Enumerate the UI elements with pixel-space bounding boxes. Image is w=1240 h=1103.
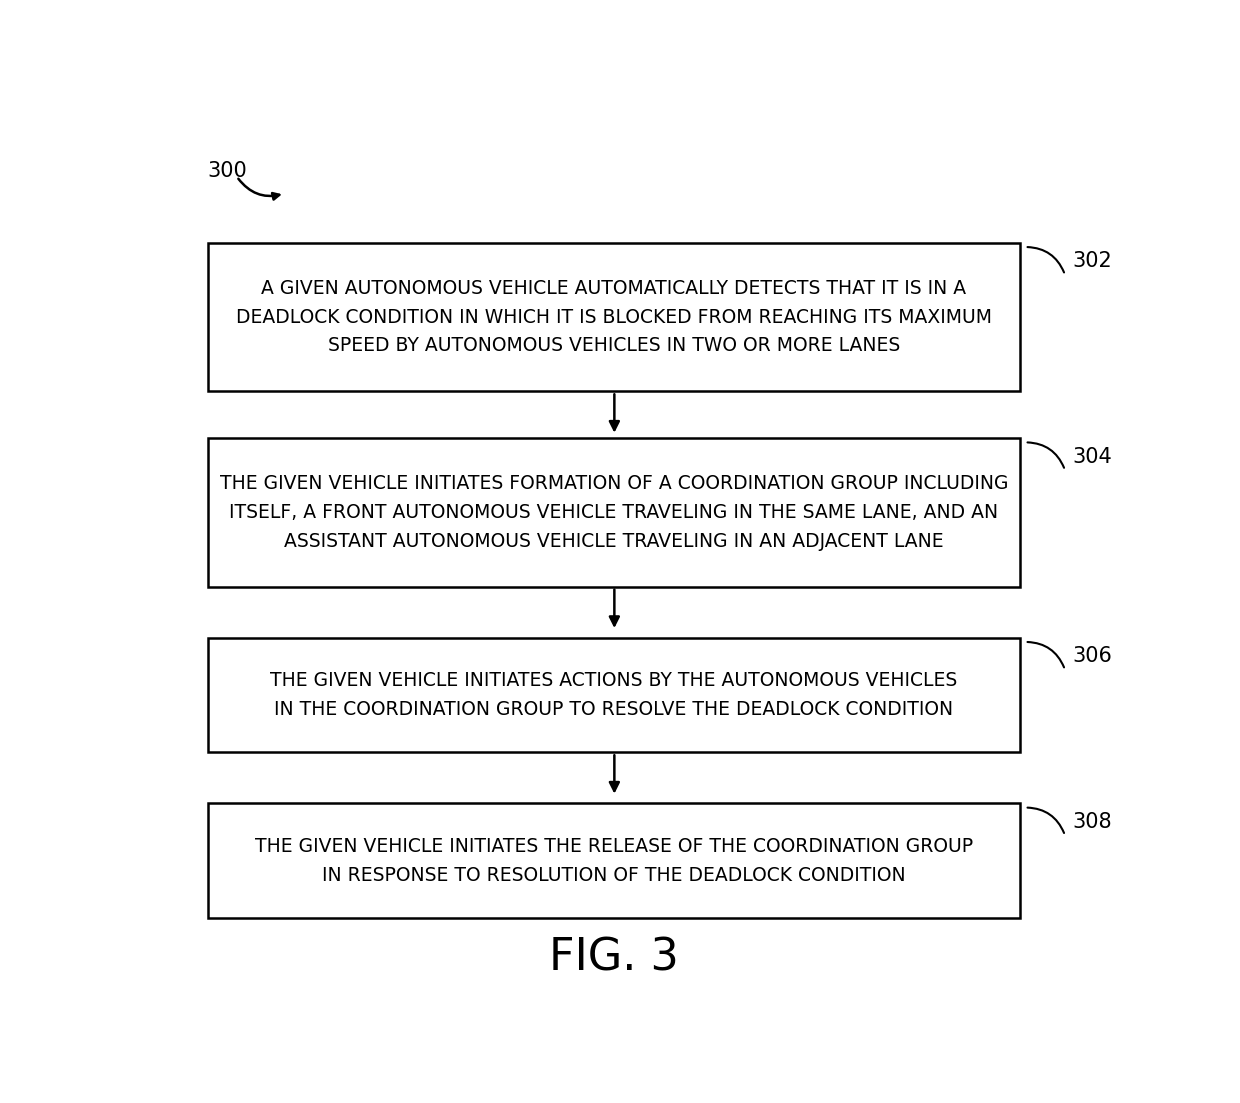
Text: THE GIVEN VEHICLE INITIATES FORMATION OF A COORDINATION GROUP INCLUDING
ITSELF, : THE GIVEN VEHICLE INITIATES FORMATION OF… [219, 474, 1008, 550]
FancyBboxPatch shape [208, 243, 1019, 392]
Text: 306: 306 [1073, 646, 1112, 666]
Text: THE GIVEN VEHICLE INITIATES ACTIONS BY THE AUTONOMOUS VEHICLES
IN THE COORDINATI: THE GIVEN VEHICLE INITIATES ACTIONS BY T… [270, 671, 957, 719]
Text: 300: 300 [208, 161, 248, 181]
Text: A GIVEN AUTONOMOUS VEHICLE AUTOMATICALLY DETECTS THAT IT IS IN A
DEADLOCK CONDIT: A GIVEN AUTONOMOUS VEHICLE AUTOMATICALLY… [236, 279, 992, 355]
FancyBboxPatch shape [208, 438, 1019, 587]
FancyBboxPatch shape [208, 638, 1019, 752]
Text: FIG. 3: FIG. 3 [549, 936, 680, 979]
FancyBboxPatch shape [208, 803, 1019, 918]
Text: 304: 304 [1073, 447, 1112, 467]
Text: THE GIVEN VEHICLE INITIATES THE RELEASE OF THE COORDINATION GROUP
IN RESPONSE TO: THE GIVEN VEHICLE INITIATES THE RELEASE … [254, 837, 973, 885]
Text: 308: 308 [1073, 812, 1112, 832]
Text: 302: 302 [1073, 251, 1112, 271]
